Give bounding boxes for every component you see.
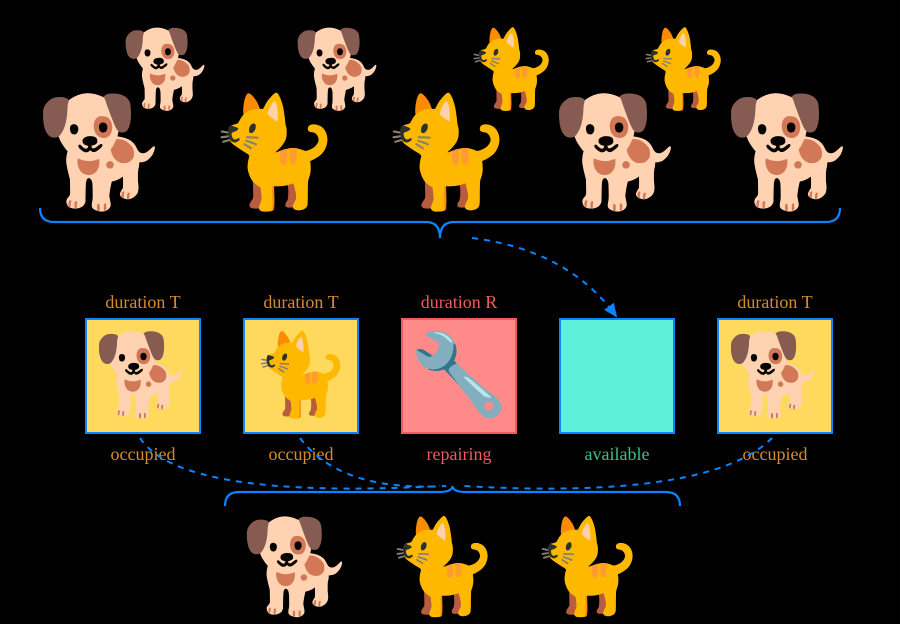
box-2-top-label: duration R [421, 292, 498, 313]
box-4-top-label: duration T [737, 292, 812, 313]
queue-back-3: 🐈 [636, 24, 731, 114]
done-item-2: 🐈 [530, 514, 645, 621]
queue-back-1: 🐕 [292, 24, 387, 114]
service-box-4: 🐕 [717, 318, 833, 434]
done-item-1: 🐈 [385, 514, 500, 621]
done-item-0: 🐕 [240, 514, 355, 621]
box-2-bottom-label: repairing [427, 444, 492, 465]
box-1-bottom-label: occupied [269, 444, 334, 465]
queue-back-0: 🐕 [120, 24, 215, 114]
queue-back-2: 🐈 [464, 24, 559, 114]
wrench-icon: 🔧 [409, 336, 509, 416]
dog-icon: 🐕 [93, 336, 193, 416]
box-3-bottom-label: available [585, 444, 650, 465]
box-4-bottom-label: occupied [743, 444, 808, 465]
queue-front-4: 🐕 [723, 90, 857, 216]
cat-icon: 🐈 [251, 336, 351, 416]
box-1-top-label: duration T [263, 292, 338, 313]
dog-icon: 🐕 [725, 336, 825, 416]
service-box-1: 🐈 [243, 318, 359, 434]
service-box-0: 🐕 [85, 318, 201, 434]
box-0-top-label: duration T [105, 292, 180, 313]
service-box-2: 🔧 [401, 318, 517, 434]
service-box-3 [559, 318, 675, 434]
box-0-bottom-label: occupied [111, 444, 176, 465]
